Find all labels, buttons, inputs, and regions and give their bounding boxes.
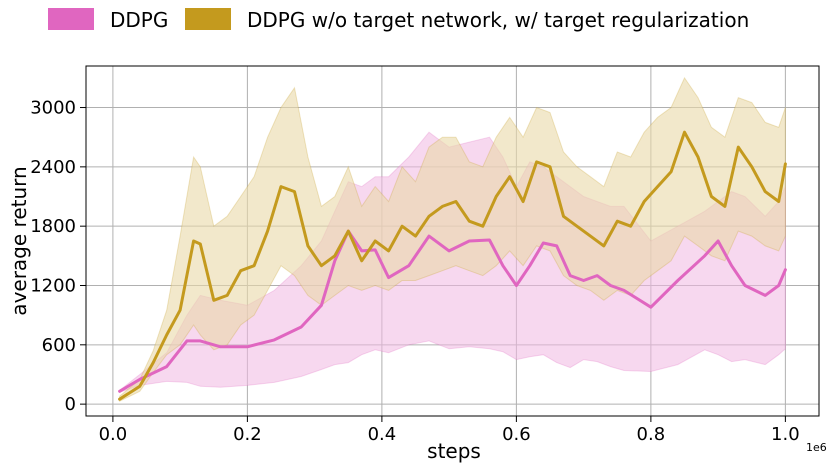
axis-ticks: 0.0 0.2 0.4 0.6 0.8 1.0 0 600 1200 1800 2400 3000 [30,98,800,445]
y-tick-label: 0 [65,394,76,415]
x-tick-label: 1.0 [771,424,800,445]
legend-label-ddpg: DDPG [110,8,168,32]
legend-label-ddpg-target-reg: DDPG w/o target network, w/ target regul… [247,8,749,32]
series-lines [118,130,787,401]
y-tick-label: 1800 [30,216,76,237]
x-tick-label: 0.6 [502,424,531,445]
x-tick-label: 0.4 [368,424,397,445]
x-tick-label: 0.2 [233,424,262,445]
y-tick-label: 3000 [30,98,76,119]
x-tick-label: 0.8 [637,424,666,445]
x-tick-label: 0.0 [99,424,128,445]
legend: DDPG DDPG w/o target network, w/ target … [48,8,749,32]
confidence-bands [119,76,786,403]
x-axis-label: steps [427,439,481,463]
line-series-0 [118,229,787,393]
band-series-1 [119,76,786,403]
x-scale-label: 1e6 [806,441,827,454]
plot-frame [85,65,820,417]
y-tick-label: 1200 [30,275,76,296]
y-axis-label: average return [7,166,31,315]
y-tick-label: 600 [42,335,76,356]
legend-swatch-ddpg-target-reg [185,8,231,30]
line-series-1 [118,130,787,401]
legend-swatch-ddpg [48,8,94,30]
y-tick-label: 2400 [30,157,76,178]
